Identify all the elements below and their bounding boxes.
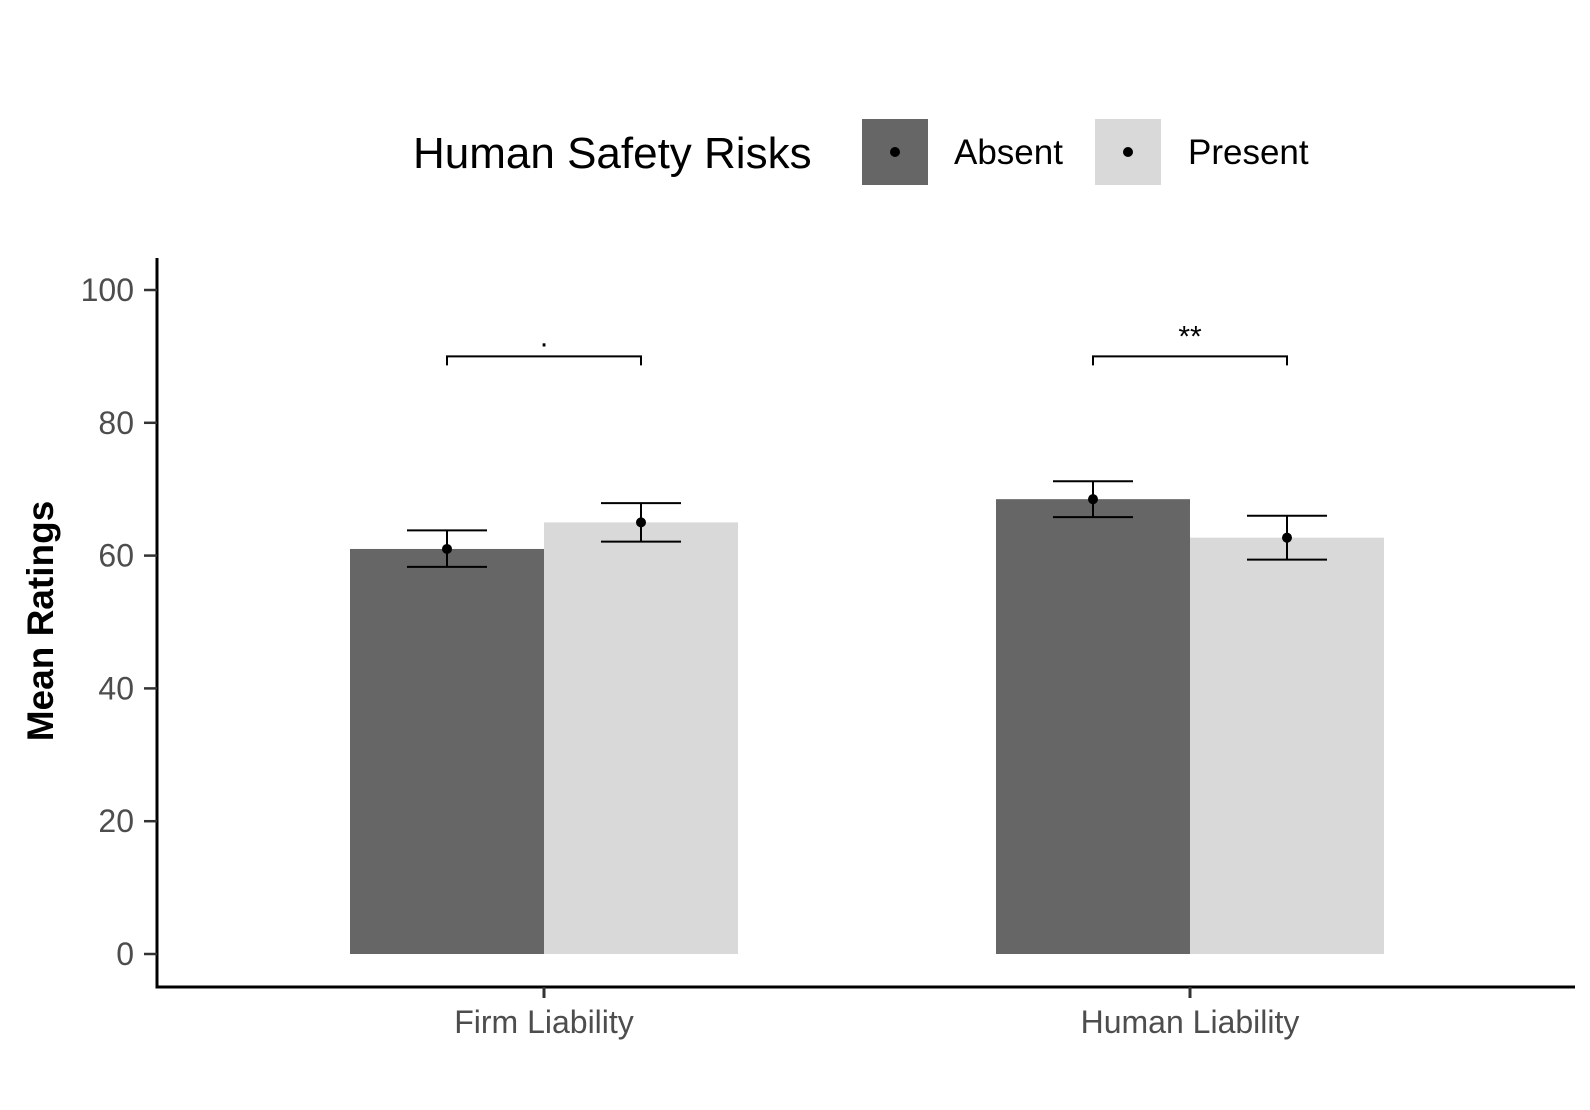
- legend-key-point-present: [1123, 147, 1133, 157]
- legend-key-point-absent: [890, 147, 900, 157]
- significance-brackets: . **: [446, 320, 1288, 366]
- significance-bracket: [446, 355, 642, 366]
- legend-label-present: Present: [1188, 133, 1309, 172]
- bar-present: [544, 522, 738, 954]
- legend-title: Human Safety Risks: [413, 129, 812, 178]
- significance-bracket: [1092, 355, 1288, 366]
- x-tick-label: Firm Liability: [454, 1004, 634, 1040]
- legend-item-absent: Absent: [862, 119, 1063, 185]
- y-tick-label: 0: [116, 936, 134, 972]
- significance-label: **: [1178, 320, 1202, 353]
- mean-point-present: [636, 517, 646, 528]
- error-bars: [407, 480, 1327, 568]
- significance-label: .: [540, 320, 548, 353]
- bars: [350, 499, 1384, 954]
- bar-absent: [350, 548, 544, 954]
- bar-absent: [996, 499, 1190, 954]
- y-tick-label: 60: [98, 538, 134, 574]
- y-tick-label: 100: [81, 272, 134, 308]
- bar-present: [1190, 537, 1384, 954]
- y-tick-label: 80: [98, 405, 134, 441]
- mean-point-absent: [442, 543, 452, 554]
- y-axis-title: Mean Ratings: [20, 501, 61, 742]
- legend-item-present: Present: [1095, 119, 1309, 185]
- x-tick-label: Human Liability: [1081, 1004, 1300, 1040]
- mean-point-present: [1282, 532, 1292, 543]
- y-ticks: 0 20 40 60 80 100: [81, 272, 157, 972]
- legend: Human Safety Risks Absent Present: [413, 119, 1309, 185]
- y-tick-label: 20: [98, 803, 134, 839]
- x-ticks: Firm Liability Human Liability: [454, 987, 1299, 1040]
- y-tick-label: 40: [98, 670, 134, 706]
- mean-points: [442, 494, 1292, 554]
- legend-label-absent: Absent: [954, 133, 1063, 172]
- mean-point-absent: [1088, 494, 1098, 505]
